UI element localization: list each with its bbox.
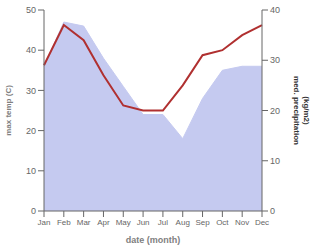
svg-text:0: 0 [270, 206, 275, 216]
svg-text:Oct: Oct [216, 218, 229, 227]
svg-text:May: May [116, 218, 131, 227]
svg-text:Jan: Jan [38, 218, 51, 227]
svg-text:max temp (C): max temp (C) [8, 85, 13, 136]
svg-text:50: 50 [26, 5, 36, 15]
svg-text:Mar: Mar [77, 218, 91, 227]
svg-text:Nov: Nov [235, 218, 249, 227]
svg-text:Jul: Jul [158, 218, 168, 227]
svg-text:40: 40 [26, 45, 36, 55]
svg-text:(kg/m2): (kg/m2) [302, 96, 311, 125]
svg-text:Feb: Feb [57, 218, 71, 227]
svg-text:20: 20 [26, 126, 36, 136]
svg-text:10: 10 [26, 166, 36, 176]
svg-text:40: 40 [270, 5, 280, 15]
svg-text:Apr: Apr [97, 218, 110, 227]
svg-text:10: 10 [270, 156, 280, 166]
svg-text:30: 30 [26, 86, 36, 96]
svg-text:Sep: Sep [195, 218, 210, 227]
svg-text:Aug: Aug [176, 218, 190, 227]
svg-text:med. precipitation: med. precipitation [292, 76, 301, 145]
svg-text:20: 20 [270, 106, 280, 116]
svg-text:Jun: Jun [137, 218, 150, 227]
svg-text:Dec: Dec [255, 218, 269, 227]
svg-text:date (month): date (month) [126, 235, 181, 245]
svg-text:0: 0 [31, 206, 36, 216]
svg-text:30: 30 [270, 55, 280, 65]
